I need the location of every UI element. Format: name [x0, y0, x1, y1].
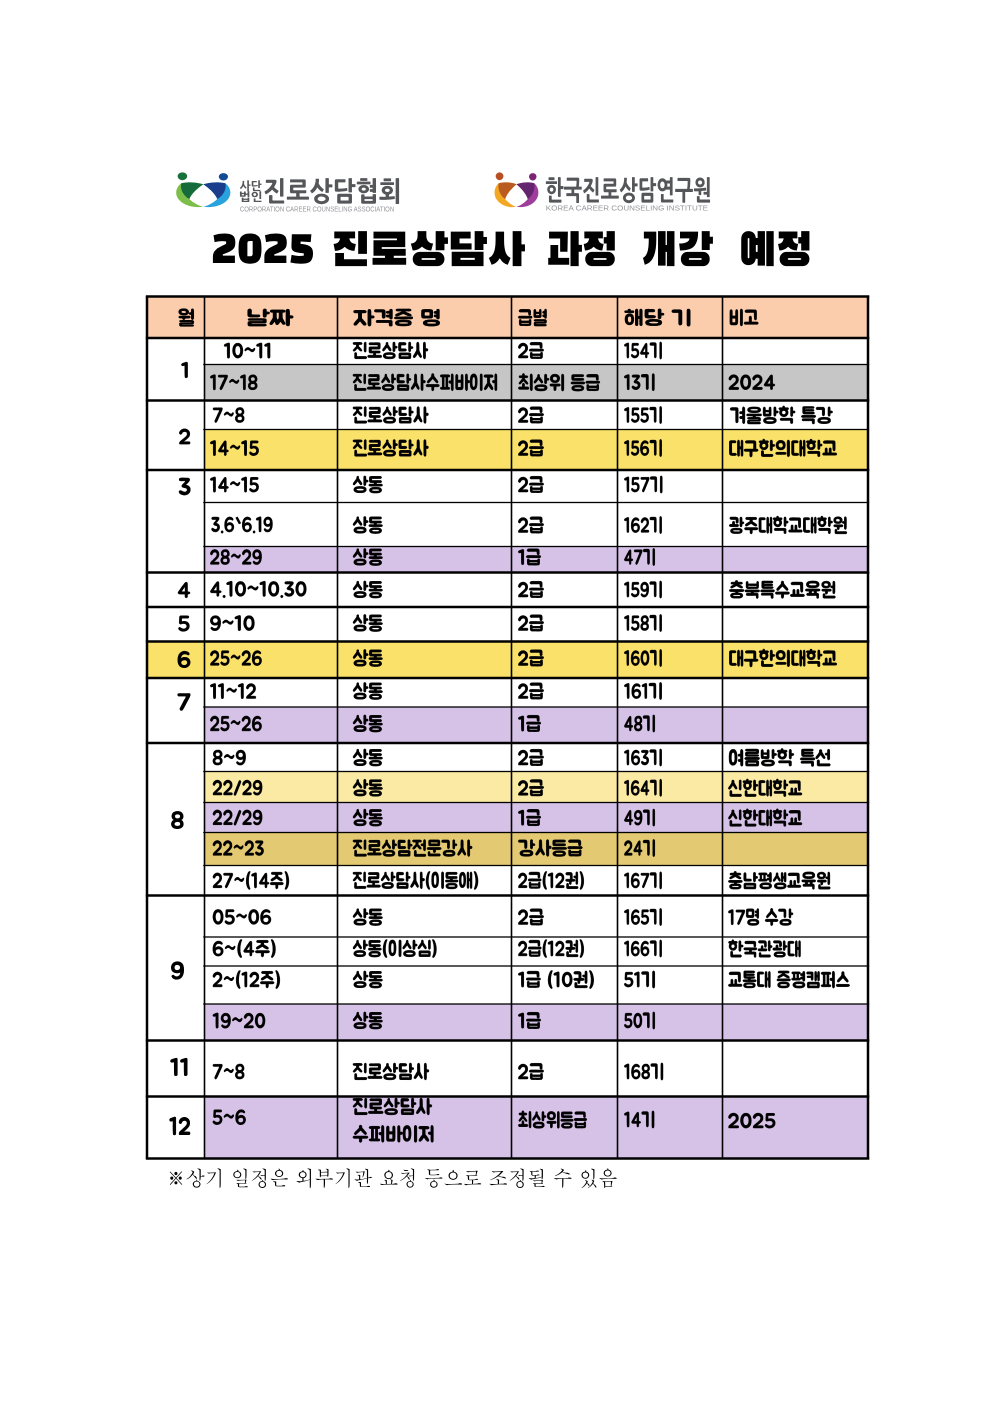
- svg-text:CORPORATION CAREER COUNSELING: CORPORATION CAREER COUNSELING ASSOCIATIO…: [240, 205, 394, 214]
- svg-text:KOREA CAREER COUNSELING INSTIT: KOREA CAREER COUNSELING INSTITUTE: [546, 203, 708, 212]
